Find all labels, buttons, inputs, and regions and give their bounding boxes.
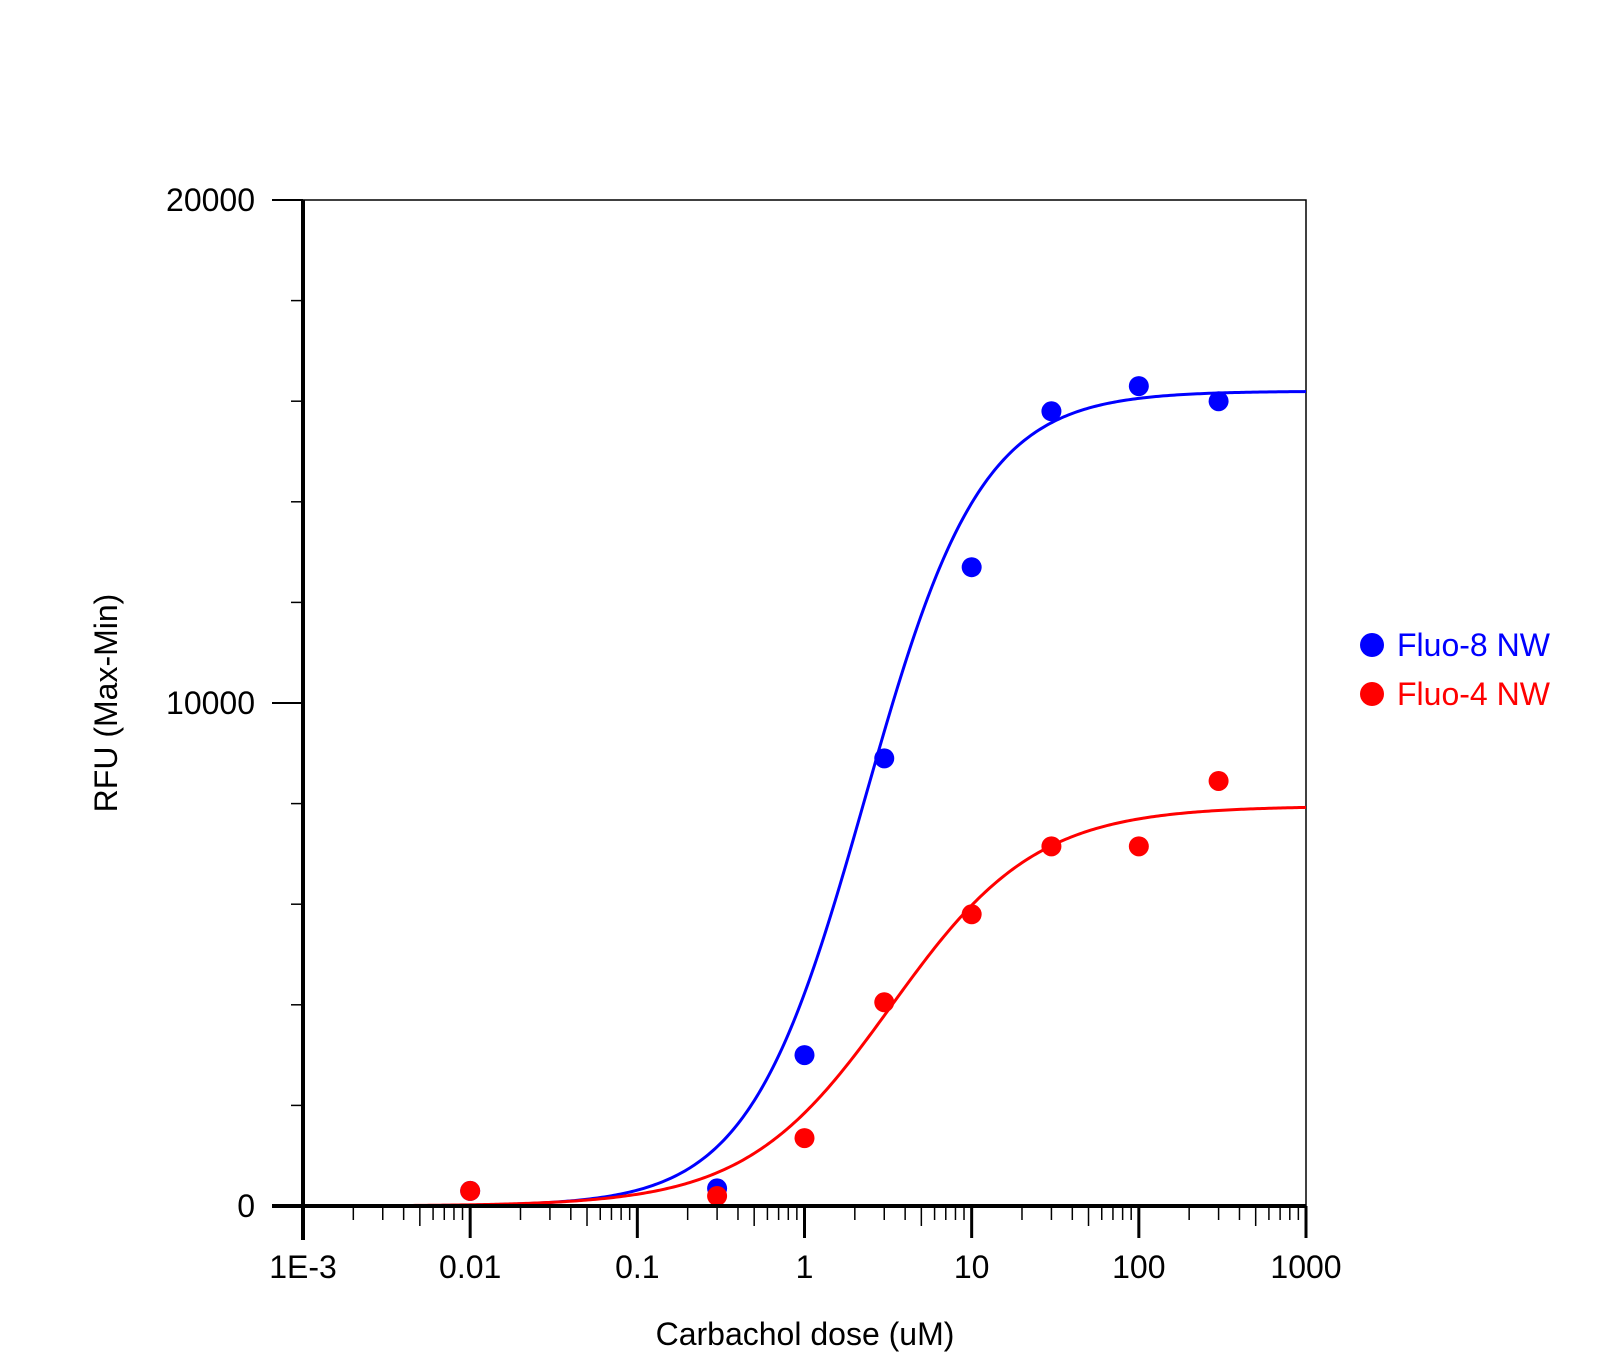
data-point	[1041, 401, 1062, 422]
data-point	[1041, 836, 1062, 857]
x-axis-title: Carbachol dose (uM)	[656, 1316, 955, 1352]
data-point	[707, 1185, 728, 1206]
data-point	[1208, 391, 1229, 412]
x-tick-label: 100	[1112, 1249, 1165, 1285]
data-point	[794, 1045, 815, 1066]
data-point	[874, 748, 895, 769]
data-point	[794, 1128, 815, 1149]
data-point	[961, 904, 982, 925]
legend-label: Fluo-4 NW	[1397, 676, 1551, 712]
y-axis-ticks: 0 10000 20000	[166, 182, 303, 1224]
x-tick-label: 10	[954, 1249, 990, 1285]
fit-curve	[382, 390, 1307, 1208]
data-point	[460, 1180, 481, 1201]
x-tick-label: 1	[796, 1249, 814, 1285]
data-points	[460, 376, 1229, 1206]
data-point	[961, 557, 982, 578]
legend-label: Fluo-8 NW	[1397, 627, 1551, 663]
legend: Fluo-8 NW Fluo-4 NW	[1360, 627, 1551, 712]
x-tick-label: 0.1	[615, 1249, 659, 1285]
fit-curve	[382, 805, 1307, 1208]
y-tick-label: 0	[237, 1188, 255, 1224]
y-tick-label: 20000	[166, 182, 255, 218]
data-point	[1208, 770, 1229, 791]
y-tick-label: 10000	[166, 685, 255, 721]
x-tick-label: 1E-3	[269, 1249, 337, 1285]
y-axis-title: RFU (Max-Min)	[88, 594, 124, 813]
x-axis-ticks: 1E-3 0.01 0.1 1 10 100 1000	[269, 1206, 1342, 1285]
legend-marker	[1360, 633, 1384, 657]
fit-curves	[382, 390, 1307, 1208]
legend-marker	[1360, 682, 1384, 706]
x-tick-label: 0.01	[439, 1249, 501, 1285]
data-point	[1128, 836, 1149, 857]
data-point	[1128, 376, 1149, 397]
data-point	[874, 992, 895, 1013]
x-tick-label: 1000	[1270, 1249, 1341, 1285]
